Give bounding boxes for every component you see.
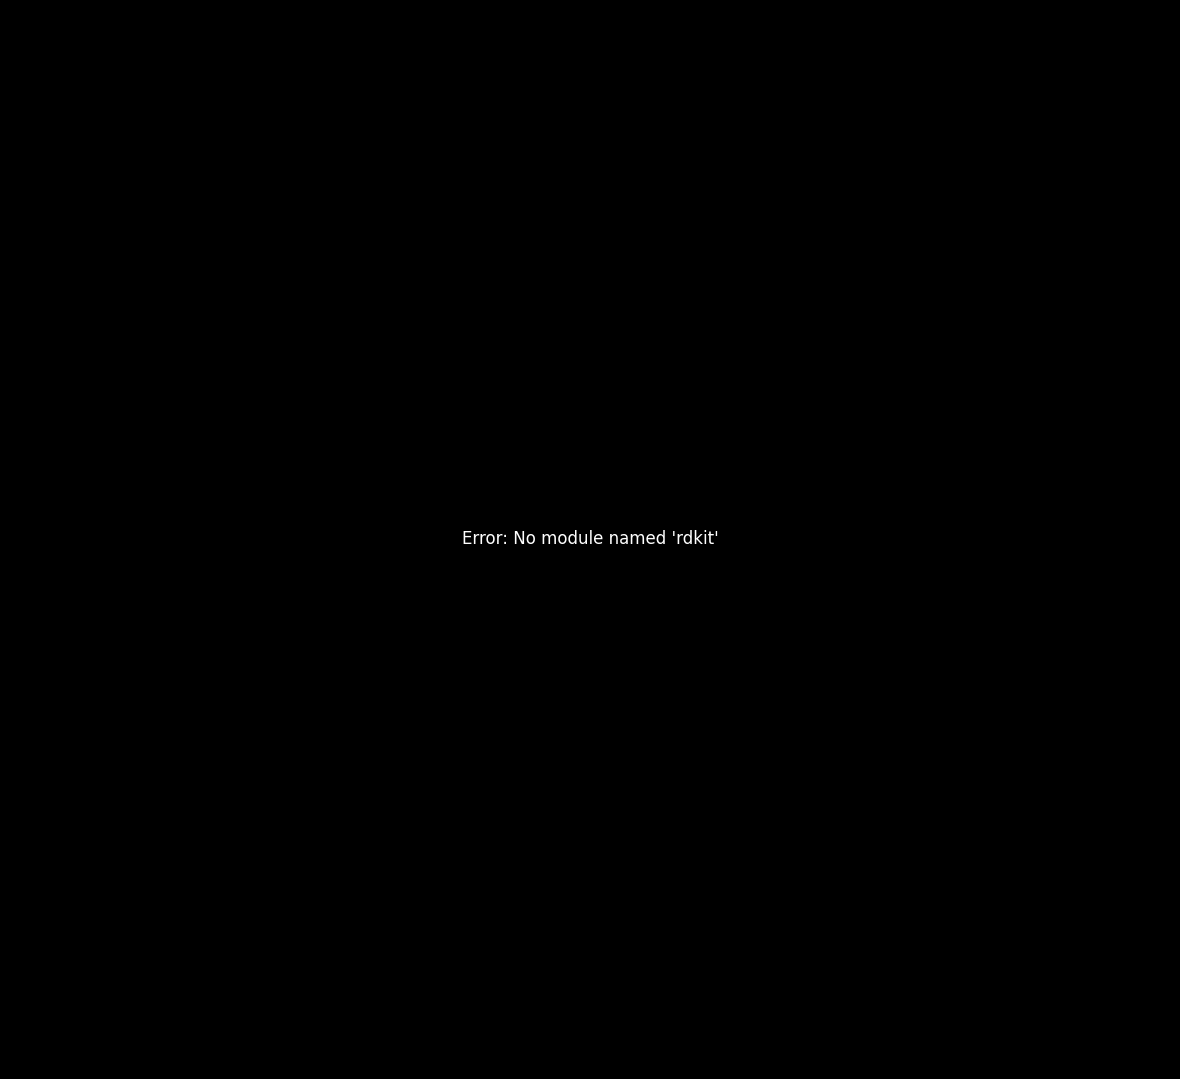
Text: Error: No module named 'rdkit': Error: No module named 'rdkit' bbox=[461, 531, 719, 548]
